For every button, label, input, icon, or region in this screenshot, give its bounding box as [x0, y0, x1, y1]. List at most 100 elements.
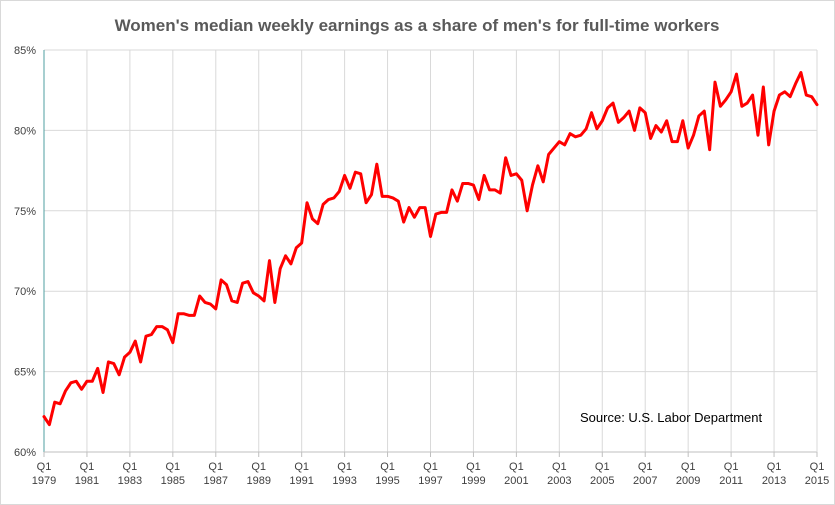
- data-point: [461, 182, 464, 185]
- data-point: [601, 119, 604, 122]
- data-point: [504, 156, 507, 159]
- data-point: [107, 360, 110, 363]
- data-point: [692, 134, 695, 137]
- x-tick-year: 1979: [32, 475, 56, 487]
- data-point: [660, 131, 663, 134]
- data-point: [59, 402, 62, 405]
- data-point: [225, 283, 228, 286]
- data-point: [472, 184, 475, 187]
- data-point: [289, 262, 292, 265]
- data-point: [64, 389, 67, 392]
- x-tick-quarter: Q1: [123, 461, 138, 473]
- data-point: [177, 312, 180, 315]
- data-point: [520, 179, 523, 182]
- x-tick-quarter: Q1: [724, 461, 739, 473]
- data-point: [708, 148, 711, 151]
- data-point: [483, 174, 486, 177]
- data-point: [241, 282, 244, 285]
- data-point: [644, 111, 647, 114]
- data-point: [268, 259, 271, 262]
- y-tick-label: 75%: [14, 206, 36, 218]
- x-tick-year: 2015: [805, 475, 829, 487]
- x-tick-quarter: Q1: [294, 461, 309, 473]
- data-point: [102, 391, 105, 394]
- data-point: [767, 143, 770, 146]
- data-point: [139, 360, 142, 363]
- data-point: [123, 356, 126, 359]
- data-point: [150, 333, 153, 336]
- data-point: [649, 137, 652, 140]
- data-point: [563, 143, 566, 146]
- data-point: [386, 195, 389, 198]
- data-point: [547, 153, 550, 156]
- data-point: [306, 201, 309, 204]
- x-tick-quarter: Q1: [466, 461, 481, 473]
- data-point: [681, 119, 684, 122]
- data-point: [531, 184, 534, 187]
- data-point: [654, 124, 657, 127]
- data-point: [794, 82, 797, 85]
- data-point: [574, 135, 577, 138]
- data-point: [166, 328, 169, 331]
- data-point: [391, 196, 394, 199]
- data-point: [273, 301, 276, 304]
- data-point: [257, 295, 260, 298]
- x-tick-year: 1983: [118, 475, 142, 487]
- data-point: [552, 147, 555, 150]
- data-point: [381, 195, 384, 198]
- x-tick-quarter: Q1: [638, 461, 653, 473]
- data-point: [579, 134, 582, 137]
- x-tick-year: 2007: [633, 475, 657, 487]
- data-point: [80, 388, 83, 391]
- data-point: [230, 299, 233, 302]
- data-point: [187, 314, 190, 317]
- data-point: [354, 171, 357, 174]
- data-point: [214, 307, 217, 310]
- x-tick-year: 1989: [246, 475, 270, 487]
- data-point: [493, 188, 496, 191]
- data-point: [134, 340, 137, 343]
- data-point: [617, 121, 620, 124]
- y-tick-label: 70%: [14, 286, 36, 298]
- data-point: [703, 110, 706, 113]
- data-point: [762, 85, 765, 88]
- gridlines: [44, 49, 818, 453]
- x-tick-year: 1991: [289, 475, 313, 487]
- data-point: [424, 206, 427, 209]
- data-point: [295, 246, 298, 249]
- series-layer: [42, 71, 819, 427]
- data-point: [193, 314, 196, 317]
- data-point: [778, 94, 781, 97]
- data-point: [85, 380, 88, 383]
- x-tick-quarter: Q1: [208, 461, 223, 473]
- data-point: [300, 241, 303, 244]
- data-point: [569, 132, 572, 135]
- x-tick-quarter: Q1: [767, 461, 782, 473]
- x-tick-quarter: Q1: [37, 461, 52, 473]
- data-point: [209, 303, 212, 306]
- x-tick-quarter: Q1: [337, 461, 352, 473]
- data-point: [220, 278, 223, 281]
- data-point: [697, 114, 700, 117]
- y-tick-label: 65%: [14, 367, 36, 379]
- data-point: [332, 196, 335, 199]
- data-point: [112, 362, 115, 365]
- data-point: [408, 206, 411, 209]
- data-point: [338, 190, 341, 193]
- data-point: [676, 140, 679, 143]
- x-tick-quarter: Q1: [165, 461, 180, 473]
- data-point: [316, 222, 319, 225]
- data-point: [515, 172, 518, 175]
- x-tick-year: 1999: [461, 475, 485, 487]
- data-point: [665, 119, 668, 122]
- x-tick-year: 2011: [719, 475, 743, 487]
- data-point: [91, 380, 94, 383]
- data-point: [816, 103, 819, 106]
- x-tick-year: 1997: [418, 475, 442, 487]
- y-axis-tick-labels: 60% 65% 70% 75% 80% 85%: [14, 45, 36, 459]
- data-point: [756, 134, 759, 137]
- data-point: [182, 312, 185, 315]
- data-point: [171, 341, 174, 344]
- data-point: [719, 105, 722, 108]
- data-point: [671, 140, 674, 143]
